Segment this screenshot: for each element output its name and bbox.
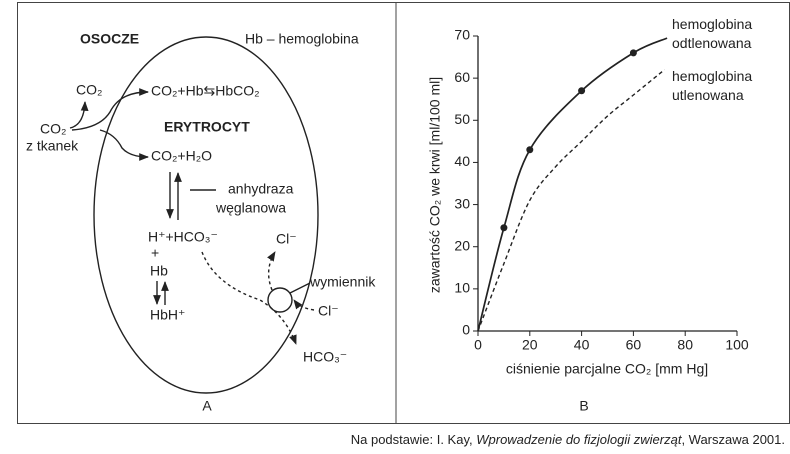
- arrow: [71, 88, 149, 131]
- x-tick-label: 80: [677, 337, 693, 353]
- x-tick-label: 20: [522, 337, 538, 353]
- arrow: [293, 299, 315, 311]
- source-text: Na podstawie: I. Kay,: [351, 432, 477, 447]
- series-line: [477, 37, 668, 332]
- cl-out: Cl⁻: [276, 231, 297, 247]
- pointer: [289, 282, 311, 294]
- x-tick-label: 60: [626, 337, 642, 353]
- exchanger-label: wymiennik: [309, 274, 376, 290]
- y-axis-title: zawartość CO₂ we krwi [ml/100 ml]: [427, 77, 443, 293]
- panel-label: B: [579, 398, 588, 414]
- arrow: [201, 251, 297, 345]
- point: [526, 146, 534, 154]
- arrow: [69, 101, 89, 129]
- co2-in: CO₂: [40, 121, 66, 137]
- arrow: [267, 251, 276, 291]
- series-label-line: hemoglobina: [672, 68, 752, 84]
- exchanger: [267, 287, 293, 313]
- x-tick-label: 100: [725, 337, 749, 353]
- series-line: [477, 69, 665, 332]
- enzyme: węglanowa: [215, 200, 286, 216]
- reaction-hb: CO₂+Hb⇆HbCO₂: [151, 83, 260, 99]
- arrow: [99, 129, 149, 161]
- y-tick-label: 70: [454, 27, 470, 43]
- series-label-line: utlenowana: [672, 87, 744, 103]
- co2-out: CO₂: [76, 82, 102, 98]
- cl-in: Cl⁻: [318, 303, 339, 319]
- y-tick-label: 0: [462, 322, 470, 338]
- y-tick-label: 20: [454, 237, 470, 253]
- panel-label: A: [202, 398, 212, 414]
- x-tick-label: 40: [574, 337, 590, 353]
- panel-b: zawartość CO₂ we krwi [ml/100 ml] ciśnie…: [427, 16, 753, 414]
- series-label-line: odtlenowana: [672, 35, 752, 51]
- plus: +: [151, 245, 159, 261]
- plasma-label: OSOCZE: [80, 31, 139, 47]
- hb: Hb: [150, 263, 168, 279]
- erythrocyte: [93, 36, 319, 394]
- y-tick-label: 50: [454, 111, 470, 127]
- panel-a: OSOCZE Hb – hemoglobina CO₂ CO₂ z tkanek…: [26, 31, 376, 414]
- source-text: , Warszawa 2001.: [681, 432, 785, 447]
- hco3: HCO₃⁻: [303, 349, 347, 365]
- legend-text: Hb – hemoglobina: [245, 31, 359, 47]
- cell-label: ERYTROCYT: [164, 119, 250, 135]
- reaction-water: CO₂+H₂O: [151, 148, 212, 164]
- series-label-line: hemoglobina: [672, 16, 752, 32]
- y-tick-label: 60: [454, 69, 470, 85]
- y-tick-label: 30: [454, 195, 470, 211]
- source-title: Wprowadzenie do fizjologii zwierząt: [476, 432, 683, 447]
- series-label: hemoglobina odtlenowana: [672, 16, 752, 51]
- y-tick-label: 40: [454, 153, 470, 169]
- ions: H⁺+HCO₃⁻: [148, 229, 218, 245]
- series-label: hemoglobina utlenowana: [672, 68, 752, 103]
- y-tick-label: 10: [454, 280, 470, 296]
- x-axis-title: ciśnienie parcjalne CO₂ [mm Hg]: [506, 361, 708, 377]
- point: [578, 87, 586, 95]
- source: Na podstawie: I. Kay, Wprowadzenie do fi…: [351, 432, 785, 447]
- from-tissues: z tkanek: [26, 138, 79, 154]
- hbh: HbH⁺: [150, 307, 185, 323]
- point: [500, 224, 508, 232]
- x-tick-label: 0: [474, 337, 482, 353]
- enzyme: anhydraza: [228, 181, 294, 197]
- point: [629, 49, 637, 57]
